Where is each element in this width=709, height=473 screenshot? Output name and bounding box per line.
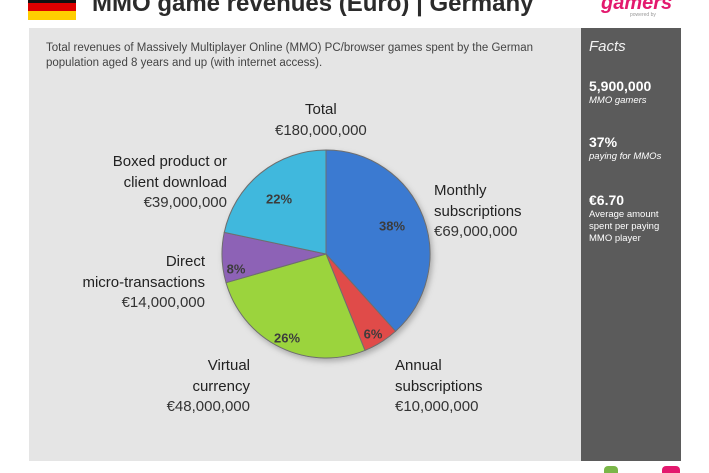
fact-label-line2: spent per paying [589,221,660,232]
slice-label-annual-line1: Annual [395,357,442,374]
pie-slice-boxed [223,149,327,255]
slice-label-micro-line2: micro-transactions [82,273,205,291]
slice-amount-annual: €10,000,000 [395,398,479,415]
slice-label-monthly-line1: Monthly [434,182,487,199]
fact-label: MMO gamers [589,95,647,106]
percent-label-monthly: 38% [378,218,406,234]
slice-label-virtual-line1: Virtual [207,357,250,374]
fact-paying: 37% paying for MMOs [589,134,677,163]
slice-label-micro-line1: Direct [165,253,205,270]
flag-stripe-gold [28,11,76,21]
footer-logo-mark [604,466,680,473]
flag-stripe-black [28,0,76,3]
total-amount: €180,000,000 [275,121,367,139]
slice-label-micro: Direct micro-transactions €14,000,000 [82,252,205,314]
slice-label-virtual: Virtual currency €48,000,000 [167,356,250,418]
fact-value: 5,900,000 [589,78,652,94]
slice-amount-monthly: €69,000,000 [434,223,518,240]
footer-mark-pink [662,466,680,473]
slice-label-annual-line2: subscriptions [395,377,483,395]
slice-label-boxed: Boxed product or client download €39,000… [113,152,227,214]
pie-slice-monthly [325,149,431,332]
slice-label-monthly-line2: subscriptions [434,202,522,220]
percent-label-annual: 6% [363,326,383,342]
germany-flag [28,0,76,21]
logo-subtext: powered by [630,12,656,18]
total-title: Total [305,101,337,118]
fact-value: 37% [589,134,618,150]
chart-panel: Total revenues of Massively Multiplayer … [29,28,581,461]
slice-label-monthly: Monthly subscriptions €69,000,000 [434,181,522,243]
gamers-logo: gamers [601,0,673,14]
pie-chart [221,149,431,359]
slice-label-annual: Annual subscriptions €10,000,000 [395,356,483,418]
fact-mmo-gamers: 5,900,000 MMO gamers [589,78,677,107]
slice-amount-virtual: €48,000,000 [166,398,250,415]
total-label: Total €180,000,000 [275,100,367,141]
percent-label-micro: 8% [226,261,246,277]
facts-panel: Facts 5,900,000 MMO gamers 37% paying fo… [581,28,681,461]
slice-label-virtual-line2: currency [192,377,250,395]
slice-label-boxed-line1: Boxed product or [112,153,227,170]
fact-value: €6.70 [589,192,625,208]
pie-slice-virtual [225,253,366,359]
percent-label-boxed: 22% [265,191,293,207]
fact-average-spend: €6.70 Average amount spent per paying MM… [589,192,677,245]
fact-label-line3: MMO player [589,233,641,244]
facts-title: Facts [589,38,626,55]
chart-description: Total revenues of Massively Multiplayer … [46,42,534,69]
footer-mark-green [604,466,618,473]
fact-label: paying for MMOs [589,151,662,162]
slice-label-boxed-line2: client download [123,173,227,191]
slice-amount-boxed: €39,000,000 [143,194,227,211]
slice-amount-micro: €14,000,000 [121,294,205,311]
fact-label-line1: Average amount [589,209,659,220]
percent-label-virtual: 26% [273,330,301,346]
flag-stripe-red [28,2,76,12]
page-title: MMO game revenues (Euro) | Germany [92,0,534,17]
